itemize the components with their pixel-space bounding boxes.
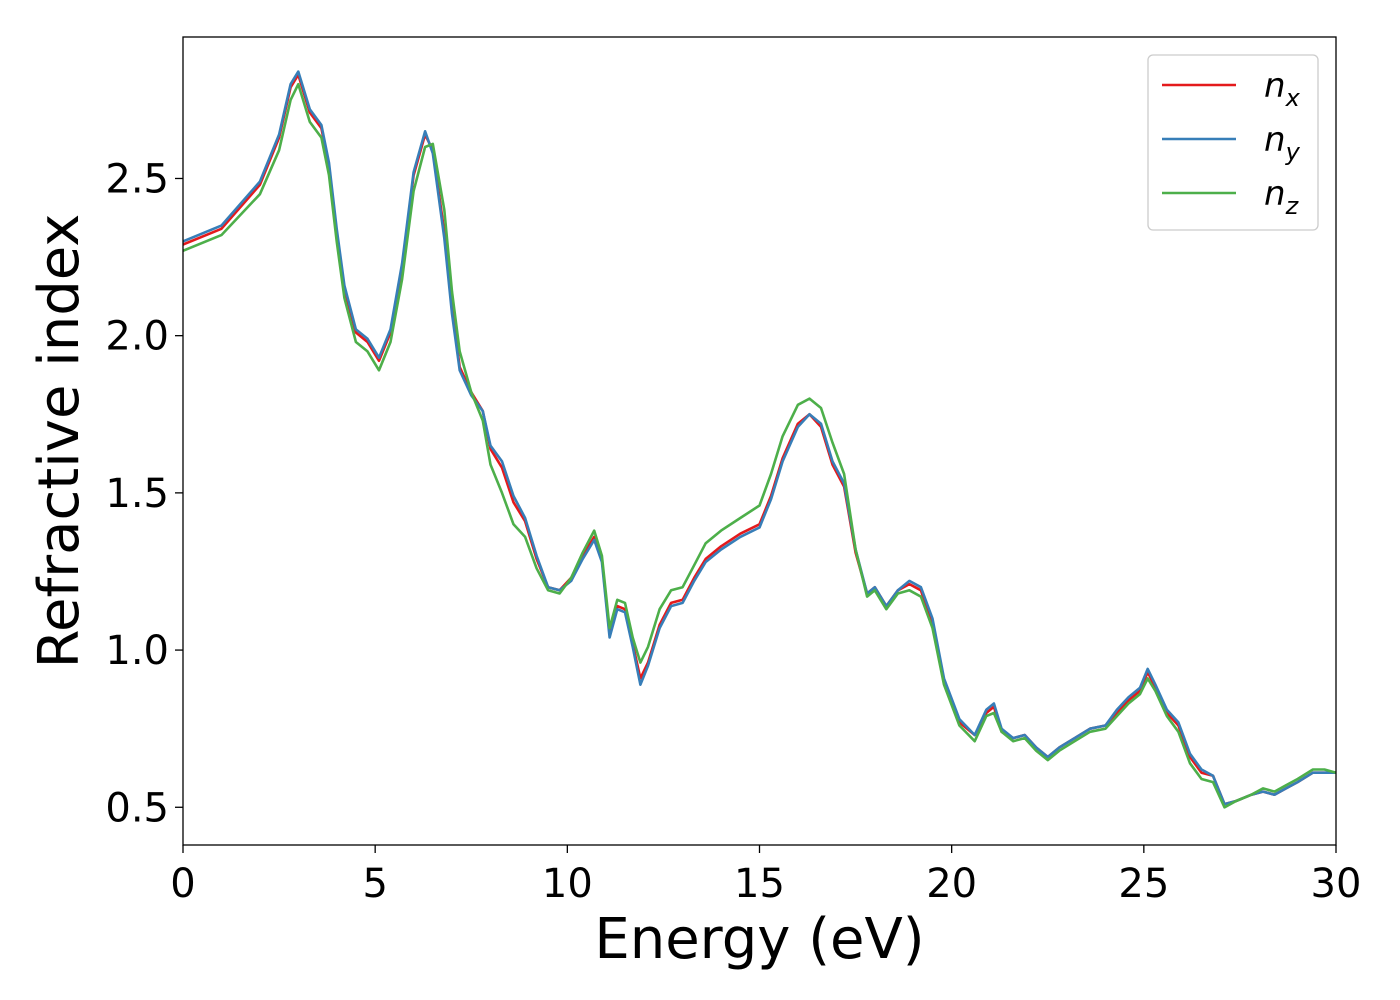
legend-label-n-z: nz bbox=[1264, 174, 1300, 220]
x-tick-label: 25 bbox=[1118, 861, 1169, 907]
x-tick-label: 30 bbox=[1311, 861, 1362, 907]
x-tick-label: 20 bbox=[926, 861, 977, 907]
x-tick-label: 0 bbox=[170, 861, 195, 907]
legend-label-subscript: x bbox=[1285, 84, 1301, 112]
y-tick-label: 2.0 bbox=[105, 314, 169, 360]
x-axis-ticks: 0 5 10 15 20 25 30 bbox=[170, 845, 1361, 907]
legend-label-subscript: y bbox=[1285, 138, 1301, 166]
x-axis-label: Energy (eV) bbox=[594, 907, 924, 972]
y-tick-label: 1.5 bbox=[105, 471, 169, 517]
x-tick-label: 15 bbox=[734, 861, 785, 907]
y-axis-label: Refractive index bbox=[27, 214, 92, 669]
legend-box bbox=[1147, 54, 1319, 231]
legend-label-n-y: ny bbox=[1264, 120, 1301, 166]
series-layer bbox=[183, 70, 1336, 809]
legend-label-main: n bbox=[1264, 66, 1286, 106]
y-axis-ticks: 0.5 1.0 1.5 2.0 2.5 bbox=[105, 156, 183, 831]
y-tick-label: 1.0 bbox=[105, 628, 169, 674]
y-tick-label: 2.5 bbox=[105, 156, 169, 202]
series-line-n-z bbox=[183, 82, 1336, 809]
legend-label-main: n bbox=[1264, 174, 1286, 214]
y-tick-label: 0.5 bbox=[105, 785, 169, 831]
x-tick-label: 5 bbox=[362, 861, 387, 907]
series-line-n-y bbox=[183, 70, 1336, 806]
x-tick-label: 10 bbox=[542, 861, 593, 907]
legend-label-main: n bbox=[1264, 120, 1286, 160]
legend-label-n-x: nx bbox=[1264, 66, 1301, 112]
legend-label-subscript: z bbox=[1285, 192, 1300, 220]
